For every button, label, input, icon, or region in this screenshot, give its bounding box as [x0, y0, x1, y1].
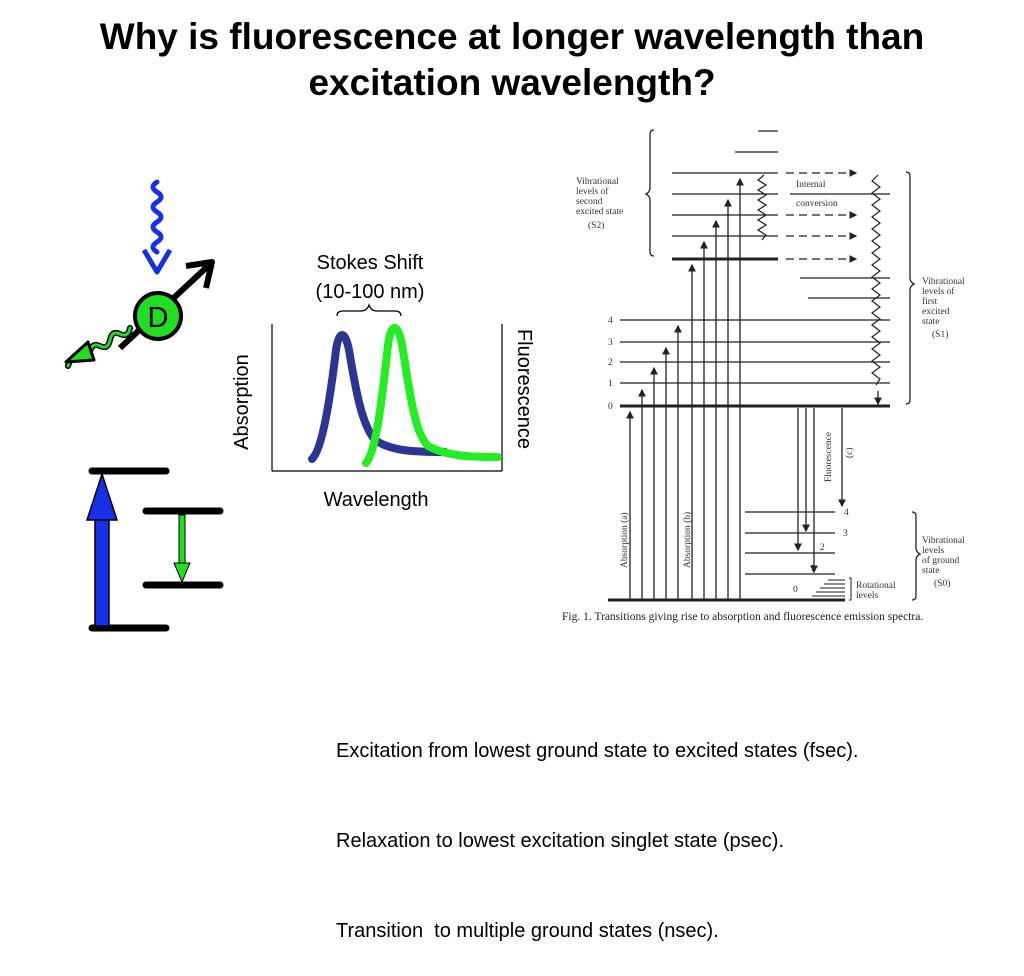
internal-conversion-2: conversion: [796, 199, 838, 209]
excited-level-0: 0: [608, 402, 613, 412]
s0-bracket: [911, 511, 922, 601]
note-relaxation: Relaxation to lowest excitation singlet …: [336, 830, 784, 852]
absorption-curve: [308, 331, 449, 463]
simple-energy-diagram: [85, 467, 224, 632]
fluorescence-c-1: Fluorescence: [824, 432, 834, 482]
absorption-a-label: Absorption (a): [619, 512, 630, 568]
emission-arrow-shaft: [178, 514, 186, 566]
title-line-2: excitation wavelength?: [308, 62, 716, 103]
s2-label-2: levels of: [576, 186, 609, 197]
ground-level-2: 2: [820, 543, 825, 553]
emission-arrowhead: [173, 562, 191, 584]
s1-label-6: (S1): [932, 329, 948, 340]
note-excitation: Excitation from lowest ground state to e…: [336, 740, 859, 762]
s2-label-1: Vibrational: [576, 177, 619, 187]
s2-label-5: (S2): [588, 220, 604, 231]
spectrum-plot: Stokes Shift (10-100 nm) Absorption Fluo…: [231, 252, 535, 511]
s2-label-3: second: [576, 197, 603, 207]
s1-label-5: state: [922, 317, 939, 327]
ground-level-1: 1: [810, 564, 815, 574]
jablonski-caption: Fig. 1. Transitions giving rise to absor…: [562, 611, 923, 623]
stokes-shift-label: Stokes Shift: [317, 252, 424, 274]
jablonski-labels: Vibrational levels of second excited sta…: [562, 177, 965, 623]
s0-label-3: of ground: [922, 555, 959, 566]
incoming-photon-wave: [150, 179, 164, 255]
ground-level-4: 4: [844, 508, 849, 518]
ground-level-0: 0: [793, 585, 798, 595]
rotational-label-1: Rotational: [856, 581, 896, 591]
excited-level-4: 4: [608, 316, 613, 326]
fluorescence-curve: [362, 323, 502, 467]
s1-label-4: excited: [922, 307, 950, 317]
excited-level-3: 3: [608, 338, 613, 348]
s0-label-1: Vibrational: [922, 536, 965, 546]
s1-label-1: Vibrational: [922, 277, 965, 287]
donor-molecule-icon: D: [64, 179, 215, 369]
jablonski-diagram: [608, 129, 922, 602]
s1-bracket: [905, 171, 916, 405]
figure-canvas: D Stokes Shift (10-100 nm) Absorption Fl…: [64, 129, 965, 632]
s2-bracket: [644, 129, 655, 257]
excited-level-1: 1: [608, 379, 613, 389]
note-transition: Transition to multiple ground states (ns…: [336, 920, 719, 942]
s1-label-3: first: [922, 296, 938, 307]
fluorescence-c-2: (c): [844, 447, 855, 458]
excitation-arrow-shaft: [94, 507, 110, 627]
explanation-notes: Excitation from lowest ground state to e…: [336, 676, 1016, 976]
rotational-label-2: levels: [856, 591, 878, 601]
absorption-b-label: Absorption (b): [682, 512, 693, 568]
emitted-photon-arrowhead: [64, 340, 96, 364]
incoming-photon-arrowhead: [141, 248, 173, 275]
wavelength-axis-label: Wavelength: [324, 489, 429, 511]
ground-level-3: 3: [843, 529, 848, 539]
stokes-shift-range: (10-100 nm): [316, 281, 425, 303]
s2-label-4: excited state: [576, 207, 623, 217]
donor-label: D: [148, 302, 169, 334]
fluorescence-axis-label: Fluorescence: [513, 329, 535, 449]
excited-level-2: 2: [608, 358, 613, 368]
internal-conversion-1: Internal: [796, 180, 826, 190]
title-line-1: Why is fluorescence at longer wavelength…: [99, 16, 925, 57]
excitation-arrowhead: [85, 471, 119, 521]
stokes-shift-brace: [336, 303, 402, 317]
dipole-arrowhead: [185, 259, 215, 289]
slide-title: Why is fluorescence at longer wavelength…: [0, 14, 1024, 106]
s0-label-2: levels: [922, 546, 944, 556]
s0-label-5: (S0): [934, 578, 950, 589]
s1-label-2: levels of: [922, 286, 955, 297]
donor-circle: [133, 291, 183, 341]
s0-label-4: state: [922, 566, 939, 576]
absorption-axis-label: Absorption: [231, 354, 253, 450]
